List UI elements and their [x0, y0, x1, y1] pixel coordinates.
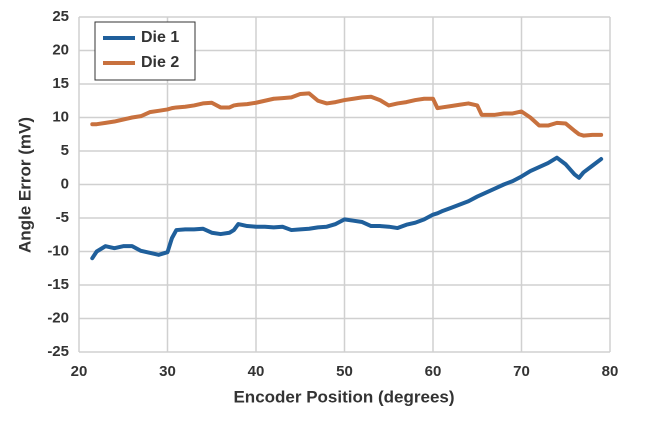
- x-tick-label: 50: [336, 363, 353, 380]
- data-line: [90, 155, 604, 261]
- y-tick-label: -20: [47, 309, 69, 326]
- x-tick-label: 40: [248, 363, 265, 380]
- legend-box: [94, 21, 196, 81]
- y-tick-label: 25: [52, 8, 69, 25]
- x-tick-label: 70: [513, 363, 530, 380]
- x-tick-label: 80: [602, 363, 619, 380]
- y-tick-label: -25: [47, 343, 69, 360]
- y-tick-label: -10: [47, 242, 69, 259]
- legend-label: Die 1: [141, 29, 179, 46]
- x-tick-label: 20: [71, 363, 88, 380]
- y-axis-label: Angle Error (mV): [15, 117, 34, 253]
- x-tick-label: 30: [159, 363, 176, 380]
- y-tick-label: 5: [61, 142, 69, 159]
- y-tick-label: 10: [52, 108, 69, 125]
- y-tick-label: 0: [61, 175, 69, 192]
- y-tick-label: -5: [56, 209, 69, 226]
- x-axis-label: Encoder Position (degrees): [233, 387, 454, 406]
- x-tick-label: 60: [425, 363, 442, 380]
- y-tick-label: -15: [47, 276, 69, 293]
- legend-label: Die 2: [141, 54, 179, 71]
- y-tick-label: 20: [52, 41, 69, 58]
- y-tick-label: 15: [52, 75, 69, 92]
- data-line: [90, 91, 604, 138]
